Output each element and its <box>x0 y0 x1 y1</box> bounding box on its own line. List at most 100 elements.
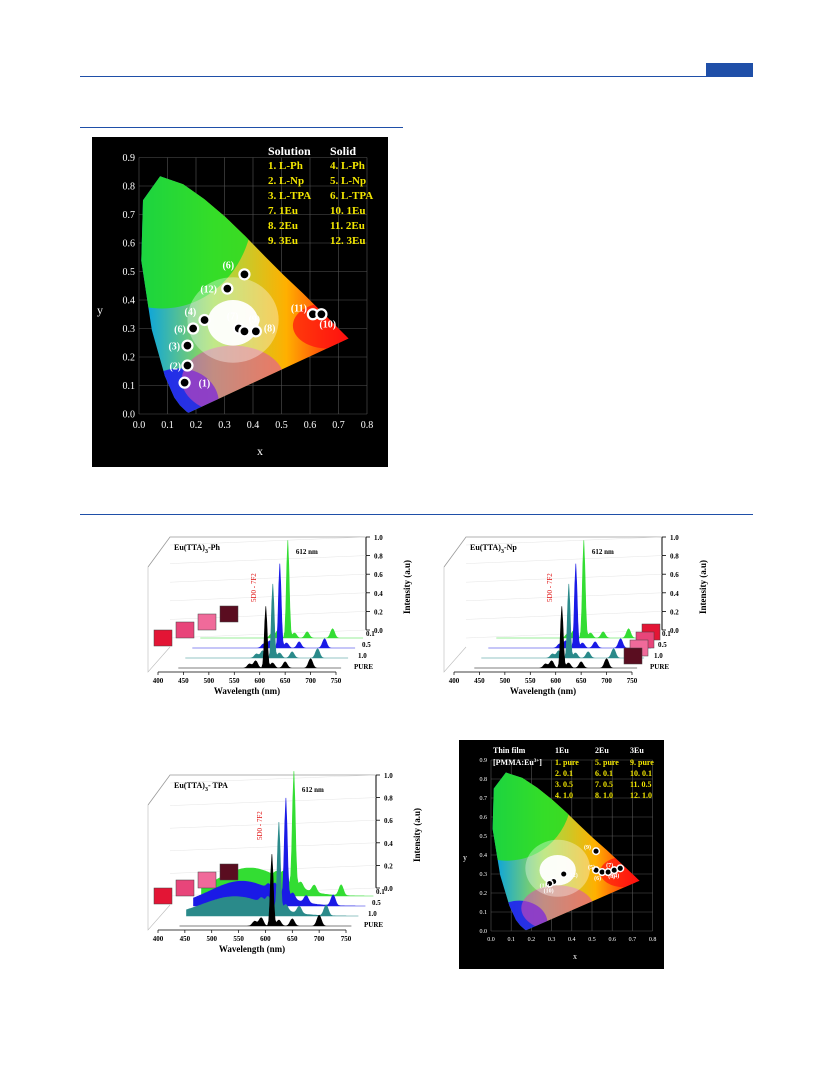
point-label: (8) <box>264 323 276 334</box>
x-tick-label: 750 <box>627 677 638 685</box>
legend-item: 12. 1.0 <box>630 791 652 800</box>
figure1-rule <box>80 127 403 128</box>
x-axis-label: Wavelength (nm) <box>510 686 576 696</box>
point-label: (4) <box>185 307 197 318</box>
data-point <box>181 359 194 372</box>
depth-label: PURE <box>650 663 669 671</box>
legend-item: 4. 1.0 <box>555 791 573 800</box>
point-label: (5) <box>588 864 595 871</box>
y-tick-label: 0.8 <box>384 795 393 803</box>
y-tick-label: 0.8 <box>670 553 679 561</box>
y-tick-label: 0.3 <box>480 872 488 878</box>
legend-header-solid: Solid <box>330 144 356 158</box>
peak-label: 612 nm <box>296 548 318 556</box>
data-point <box>238 325 251 338</box>
cie-diagram-1: 0.0 0.1 0.2 0.3 0.4 0.5 0.6 0.7 0.8 0.0 0.1 0.2 0.3 0… <box>92 137 388 467</box>
film-photo <box>153 629 173 647</box>
frame-edge <box>147 805 171 931</box>
legend-item: 12. 3Eu <box>330 235 365 247</box>
x-tick-label: 700 <box>314 935 325 943</box>
film-photo <box>153 887 173 905</box>
transition-label: 5D0 - 7F2 <box>256 811 264 840</box>
cie1-xlabel: x <box>257 444 263 458</box>
legend-item: 10. 1Eu <box>330 205 365 217</box>
y-tick-label: 0.2 <box>374 608 383 616</box>
legend-item: 3. L-TPA <box>268 190 311 202</box>
y-tick-label: 0.2 <box>384 862 393 870</box>
point-label: (4) <box>612 872 619 879</box>
peak-label: 612 nm <box>592 548 614 556</box>
panel-title: Eu(TTA)3-Ph <box>174 543 221 555</box>
film-photo <box>175 621 195 639</box>
x-tick-label: 0.2 <box>190 420 203 431</box>
y-tick-label: 0.2 <box>670 608 679 616</box>
legend-item: 1. pure <box>555 758 579 767</box>
cie1-legend: Solution Solid 1. L-Ph 2. L-Np 3. L-TPA … <box>268 144 373 247</box>
y-tick-label: 0.6 <box>384 817 393 825</box>
x-tick-label: 0.5 <box>275 420 288 431</box>
y-tick-label: 0.8 <box>123 181 136 192</box>
x-tick-label: 400 <box>153 677 164 685</box>
y-tick-label: 0.4 <box>384 840 393 848</box>
x-axis-label: Wavelength (nm) <box>214 686 280 696</box>
x-tick-label: 0.6 <box>304 420 317 431</box>
frame-edge <box>147 536 366 568</box>
y-tick-label: 0.7 <box>123 210 136 221</box>
legend-item: 5. L-Np <box>330 175 366 187</box>
x-tick-label: 650 <box>287 935 298 943</box>
y-tick-label: 0.6 <box>123 238 136 249</box>
grid-line <box>169 536 367 546</box>
cie2-ylabel: y <box>463 853 467 862</box>
grid-line <box>465 555 663 564</box>
y-tick-label: 0.9 <box>123 153 136 164</box>
white-point <box>539 855 576 886</box>
legend-item: 1. L-Ph <box>268 160 303 172</box>
point-label: (1) <box>199 379 211 390</box>
depth-label: 0.1 <box>662 630 671 638</box>
spectrum-np: 1.0 0.8 0.6 0.4 0.2 0.0 Intensity (a.u) 0.1 0.5 1… <box>443 534 708 696</box>
x-tick-label: 650 <box>576 677 587 685</box>
x-tick-label: 0.0 <box>133 420 146 431</box>
cie-diagram-2: 0.0 0.1 0.2 0.3 0.4 0.5 0.6 0.7 0.8 0.0 0.1 0.2 0.3 0… <box>459 740 664 969</box>
legend-item: 7. 1Eu <box>268 205 298 217</box>
depth-label: 0.5 <box>658 641 667 649</box>
y-tick-label: 0.1 <box>480 910 488 916</box>
legend-item: 4. L-Ph <box>330 160 365 172</box>
depth-label: 1.0 <box>654 652 663 660</box>
point-label: (6) <box>594 875 601 882</box>
grid-line <box>169 774 377 784</box>
legend-item: 9. pure <box>630 758 654 767</box>
series-pure <box>179 854 352 927</box>
y-tick-label: 0.0 <box>384 885 393 893</box>
y-tick-label: 0.3 <box>123 324 136 335</box>
panel-title: Eu(TTA)3- TPA <box>174 781 228 793</box>
x-tick-label: 750 <box>341 935 352 943</box>
series-pure <box>178 606 342 669</box>
grid-line <box>169 820 377 829</box>
frame-edge <box>443 567 467 673</box>
point-label: (6) <box>222 260 234 271</box>
legend-item: 7. 0.5 <box>595 780 613 789</box>
legend-item: 3. 0.5 <box>555 780 573 789</box>
x-tick-label: 700 <box>601 677 612 685</box>
data-point <box>238 268 251 281</box>
y-axis-label: Intensity (a.u) <box>698 560 708 614</box>
film-photo <box>623 647 643 665</box>
header-tab <box>706 63 753 76</box>
y-tick-label: 0.4 <box>123 295 136 306</box>
y-tick-label: 0.0 <box>670 627 679 635</box>
legend-item: 6. L-TPA <box>330 190 373 202</box>
legend-header: 3Eu <box>630 746 644 755</box>
data-point <box>187 322 200 335</box>
depth-label: 1.0 <box>368 910 377 918</box>
legend-subheader: [PMMA:Eu3+] <box>493 758 542 767</box>
x-tick-label: 600 <box>550 677 561 685</box>
y-tick-label: 1.0 <box>670 534 679 542</box>
data-point <box>559 869 568 879</box>
x-tick-label: 450 <box>180 935 191 943</box>
y-tick-label: 0.6 <box>670 571 679 579</box>
point-label: (7) <box>227 312 239 323</box>
data-point <box>221 282 234 295</box>
x-tick-label: 700 <box>305 677 316 685</box>
legend-header-solution: Solution <box>268 144 311 158</box>
